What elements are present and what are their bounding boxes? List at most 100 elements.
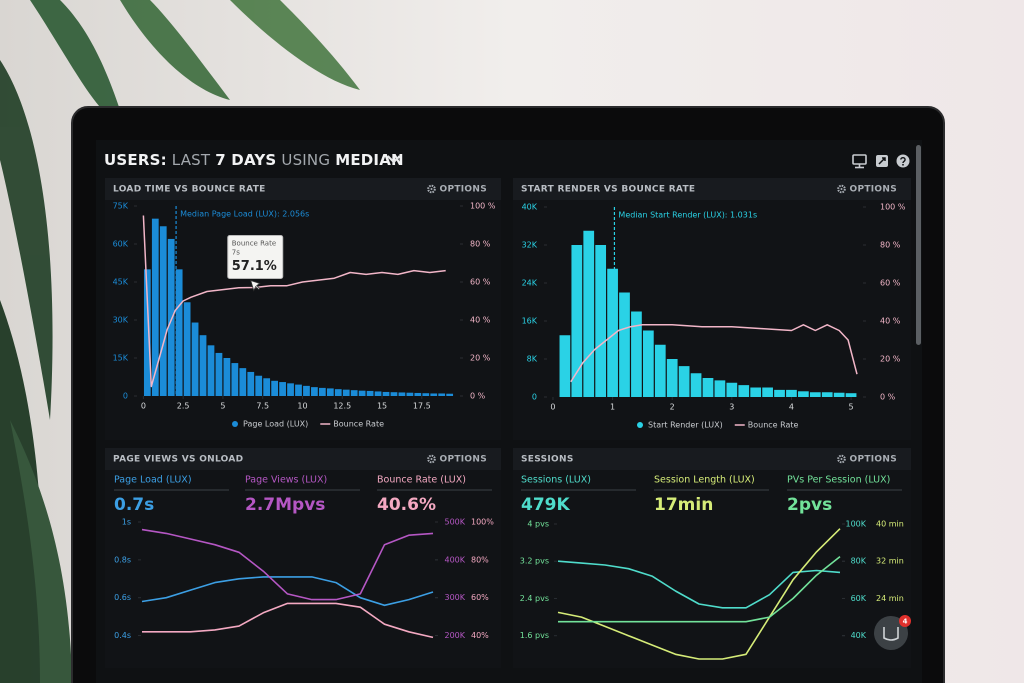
legend-label[interactable]: Page Load (LUX) <box>243 420 308 429</box>
y-tick-label: 60K <box>851 594 867 603</box>
gear-icon[interactable] <box>837 184 846 194</box>
histogram-bar <box>303 385 310 396</box>
median-label: Median Start Render (LUX): 1.031s <box>618 211 757 220</box>
panel-header <box>513 178 911 200</box>
histogram-bar <box>619 292 630 397</box>
y2-tick-label: 40 % <box>880 317 901 326</box>
options-button[interactable]: OPTIONS <box>850 185 898 195</box>
series-line <box>557 528 841 660</box>
panel <box>513 448 911 668</box>
kpi-label: Page Views (LUX) <box>245 475 327 486</box>
bounce-line <box>142 215 446 388</box>
histogram-bar <box>191 322 199 396</box>
options-button[interactable]: OPTIONS <box>440 185 488 195</box>
panel-title: LOAD TIME VS BOUNCE RATE <box>113 185 266 195</box>
histogram-bar <box>159 226 167 396</box>
histogram-bar <box>631 311 642 397</box>
x-tick-label: 5 <box>220 402 225 411</box>
x-tick-label: 12.5 <box>333 402 351 411</box>
x-tick-label: 2.5 <box>177 402 190 411</box>
y-tick-label: 15K <box>113 354 129 363</box>
gear-icon[interactable] <box>427 184 436 194</box>
series-line <box>141 576 434 607</box>
dashboard-title: USERS: LAST 7 DAYS USING MEDIAN <box>104 151 404 169</box>
options-button[interactable]: OPTIONS <box>440 455 488 465</box>
chat-icon <box>883 627 899 641</box>
histogram-bar <box>654 344 666 397</box>
y-tick-label: 4 pvs <box>527 520 549 529</box>
panel-title: START RENDER VS BOUNCE RATE <box>521 185 695 195</box>
legend-label[interactable]: Bounce Rate <box>748 421 799 430</box>
y-tick-label: 16K <box>522 317 538 326</box>
chat-button[interactable]: 4 <box>874 615 911 650</box>
y-tick-label: 40% <box>471 631 489 640</box>
histogram-bar <box>287 383 294 396</box>
x-tick-label: 7.5 <box>256 402 269 411</box>
tooltip-subtitle: 7s <box>232 249 240 257</box>
histogram-bar <box>406 392 414 396</box>
monitor-icon[interactable] <box>852 154 867 169</box>
x-tick-label: 10 <box>297 402 307 411</box>
toolbar-icons <box>852 154 910 169</box>
help-icon[interactable] <box>896 154 910 168</box>
y-tick-label: 30K <box>113 316 129 325</box>
x-tick-label: 4 <box>789 403 794 412</box>
legend-label[interactable]: Start Render (LUX) <box>648 421 723 430</box>
histogram-bar <box>374 391 382 396</box>
histogram-bar <box>183 302 191 396</box>
y-tick-label: 0.6s <box>114 593 131 602</box>
y-tick-label: 32K <box>522 241 538 250</box>
gear <box>837 454 846 464</box>
y2-tick-label: 60 % <box>470 278 491 287</box>
share-icon[interactable] <box>876 155 888 167</box>
y-tick-label: 75K <box>113 202 129 211</box>
title-part: USING <box>281 151 330 169</box>
gear-icon[interactable] <box>427 454 436 464</box>
histogram-bar <box>143 269 151 396</box>
legend-label[interactable]: Bounce Rate <box>333 420 384 429</box>
histogram-bar <box>583 230 595 397</box>
histogram-bar <box>607 268 618 397</box>
y2-tick-label: 20 % <box>880 355 901 364</box>
scrollbar[interactable] <box>916 145 921 345</box>
histogram-bar <box>279 382 286 396</box>
gear-icon[interactable] <box>837 454 846 464</box>
y-tick-label: 2.4 pvs <box>520 594 549 603</box>
y-tick-label: 100% <box>471 518 494 527</box>
y-tick-label: 40K <box>851 631 867 640</box>
y2-tick-label: 100 % <box>880 203 906 212</box>
y-tick-label: 300K <box>444 593 465 602</box>
histogram-bar <box>446 393 454 396</box>
histogram-bar <box>318 387 326 396</box>
histogram-bar <box>215 352 223 396</box>
y2-tick-label: 60 % <box>880 279 901 288</box>
histogram-bar <box>350 390 358 396</box>
series-line <box>557 560 841 609</box>
options-button[interactable]: OPTIONS <box>850 455 898 465</box>
histogram-bar <box>167 238 175 396</box>
histogram-bar <box>714 380 726 397</box>
histogram-bar <box>223 358 231 396</box>
histogram-bar <box>271 380 279 396</box>
histogram-bar <box>342 389 350 396</box>
dropdown-chevron[interactable] <box>386 155 401 164</box>
histogram-bar <box>358 390 366 396</box>
y2-tick-label: 40 % <box>470 316 491 325</box>
panel-title: PAGE VIEWS VS ONLOAD <box>113 455 243 465</box>
y-tick-label: 60K <box>113 240 129 249</box>
y2-tick-label: 20 % <box>470 354 491 363</box>
histogram-bar <box>334 389 342 396</box>
y-tick-label: 0 <box>123 392 128 401</box>
histogram-bar <box>678 366 690 397</box>
kpi-value: 17min <box>654 495 713 515</box>
gear-hub <box>430 458 433 460</box>
kpi-value: 0.7s <box>114 495 154 515</box>
tooltip-box <box>227 235 284 280</box>
histogram-bar <box>422 393 430 396</box>
histogram-bar <box>430 393 438 396</box>
chat-badge-count: 4 <box>903 618 908 626</box>
y-tick-label: 8K <box>527 355 538 364</box>
histogram-bar <box>762 387 773 397</box>
